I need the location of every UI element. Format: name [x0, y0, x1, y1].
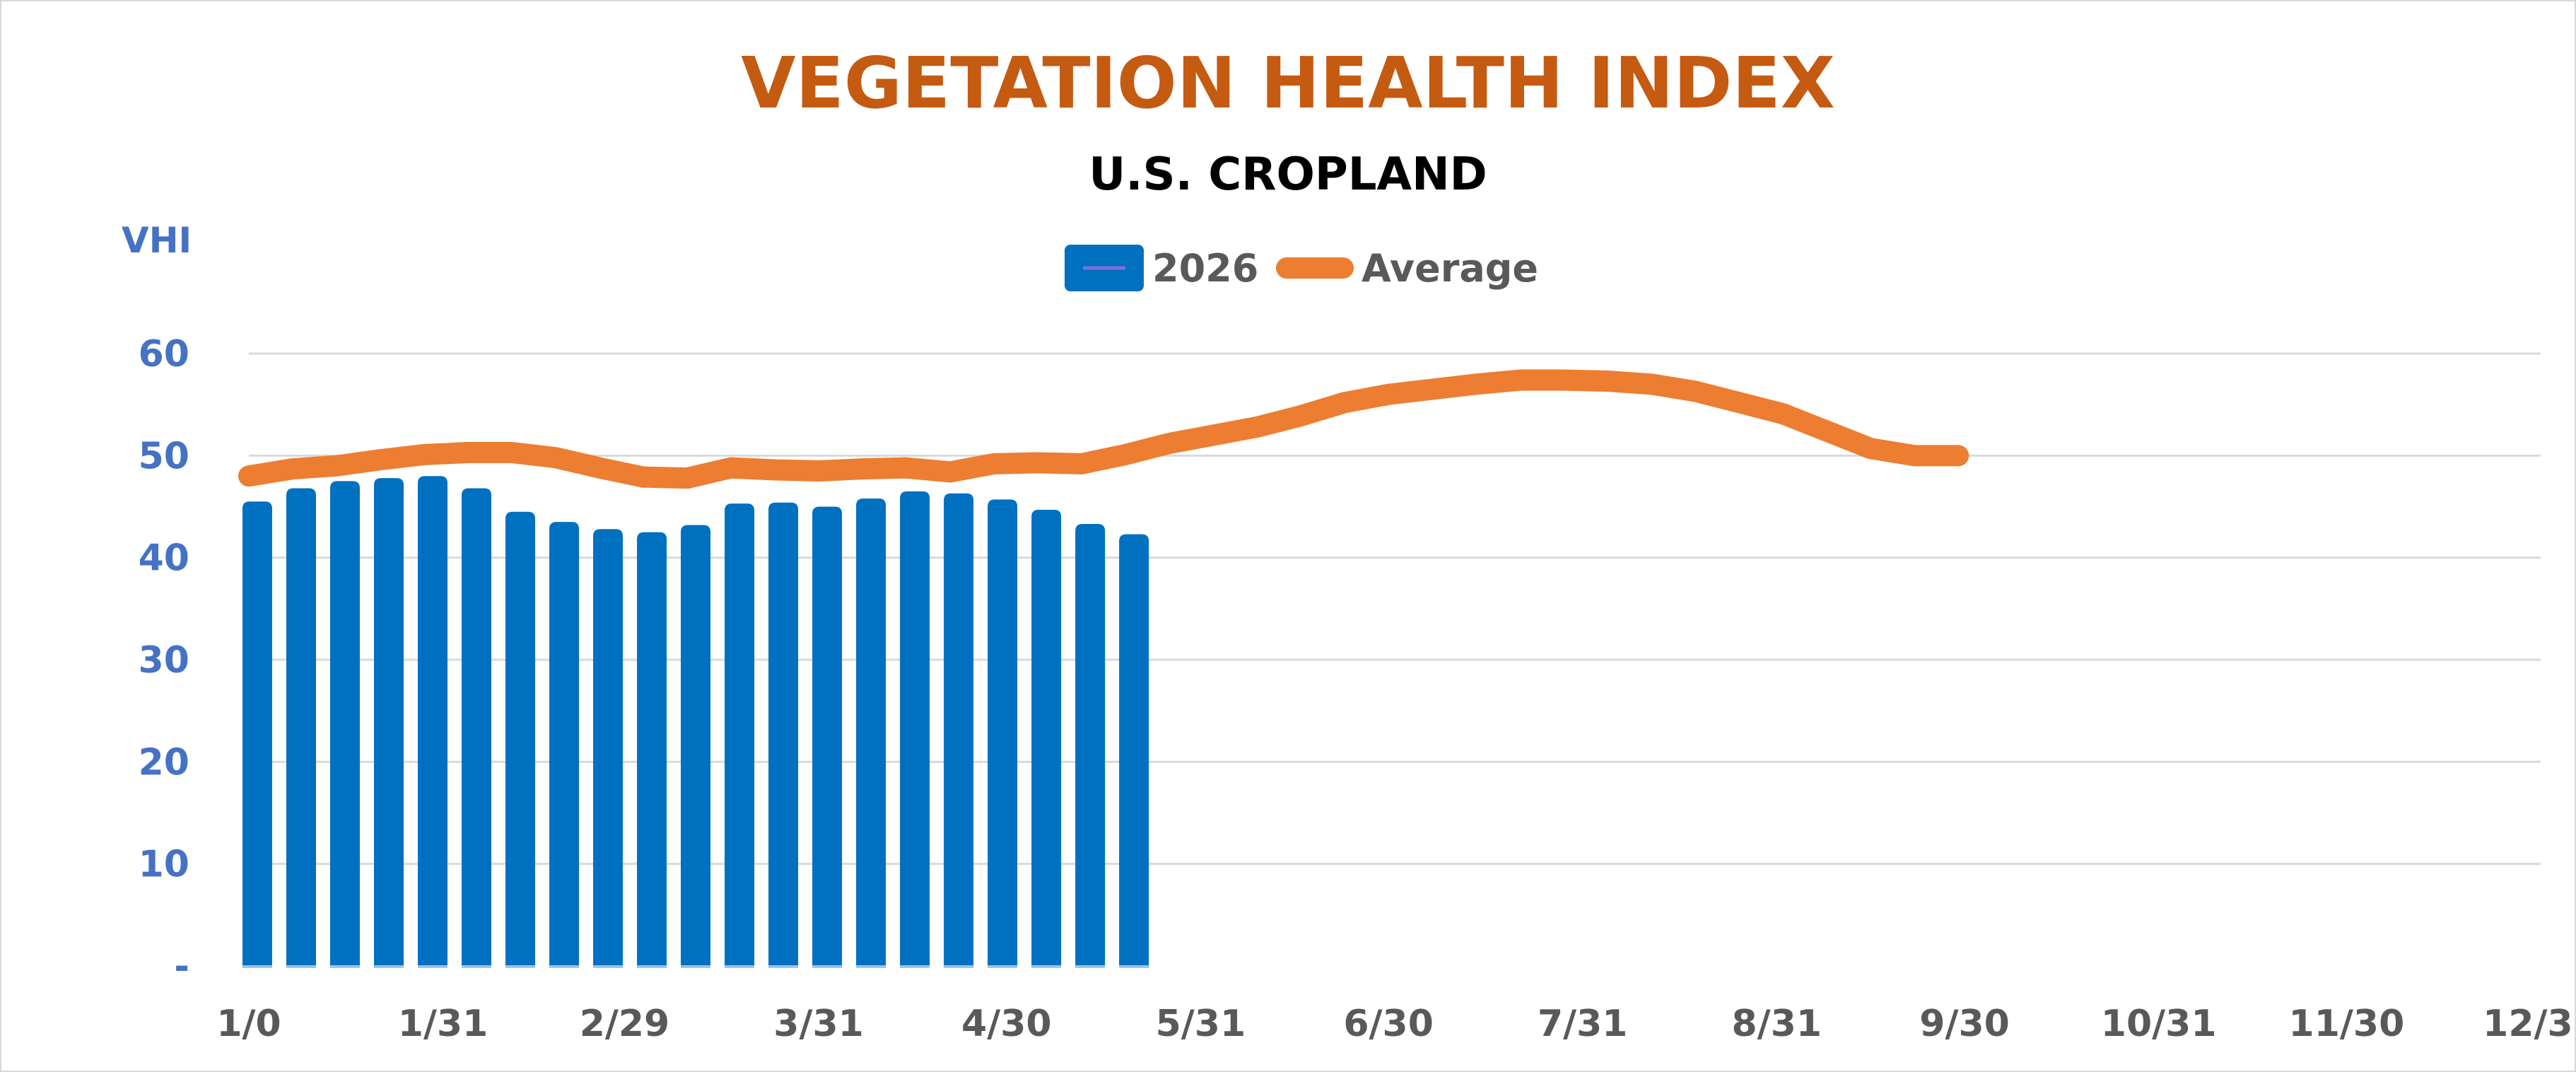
bar-2026: [988, 499, 1018, 966]
y-tick-label: 40: [139, 537, 189, 580]
bar-2026: [1119, 534, 1149, 966]
bar-2026: [1075, 524, 1106, 966]
x-tick-label: 4/30: [961, 1003, 1052, 1045]
y-tick-label: -: [174, 945, 189, 988]
x-tick-label: 1/0: [216, 1003, 281, 1045]
bar-2026: [242, 501, 272, 966]
bar-2026: [768, 502, 799, 966]
series-2026-bars: [242, 476, 1149, 968]
y-tick-label: 30: [139, 639, 189, 682]
bar-2026: [593, 529, 623, 966]
x-tick-label: 12/31: [2483, 1003, 2576, 1045]
y-axis-label: VHI: [122, 220, 192, 261]
legend-label-average: Average: [1362, 246, 1538, 291]
bar-2026: [505, 511, 536, 966]
y-tick-label: 50: [139, 435, 189, 477]
y-tick-label: 20: [139, 741, 189, 783]
legend: 2026 Average: [1065, 245, 1538, 291]
bar-2026: [725, 503, 755, 966]
bar-2026: [374, 478, 404, 966]
y-tick-label: 10: [139, 844, 189, 886]
bar-2026: [812, 506, 843, 966]
average-line: [238, 369, 1969, 489]
bar-2026: [418, 476, 448, 966]
bar-2026: [330, 481, 361, 966]
x-tick-label: 5/31: [1156, 1003, 1246, 1045]
bar-2026: [900, 491, 930, 966]
x-axis-ticks: 1/0 1/31 2/29 3/31 4/30 5/31 6/30 7/31 8/31 9/30 1…: [216, 1003, 2576, 1045]
bar-2026: [944, 493, 974, 966]
bar-2026: [681, 525, 711, 966]
bar-2026: [462, 488, 492, 966]
x-tick-label: 7/31: [1538, 1003, 1628, 1045]
bar-2026: [637, 532, 667, 966]
bar-2026: [856, 498, 886, 966]
gridlines: [249, 352, 2541, 866]
chart-title: VEGETATION HEALTH INDEX: [741, 42, 1835, 124]
chart-subtitle: U.S. CROPLAND: [1089, 148, 1487, 201]
bar-2026: [1031, 509, 1062, 966]
x-tick-label: 6/30: [1343, 1003, 1434, 1045]
x-tick-label: 9/30: [1919, 1003, 2010, 1045]
y-tick-label: 60: [139, 333, 189, 375]
x-tick-label: 2/29: [580, 1003, 670, 1045]
x-tick-label: 8/31: [1732, 1003, 1822, 1045]
y-axis-ticks: - 10 20 30 40 50 60: [139, 333, 189, 988]
x-tick-label: 10/31: [2101, 1003, 2217, 1045]
series-average-line: [238, 369, 1969, 489]
x-tick-label: 3/31: [773, 1003, 864, 1045]
x-tick-label: 1/31: [398, 1003, 488, 1045]
x-tick-label: 11/30: [2289, 1003, 2405, 1045]
bar-2026: [286, 488, 317, 966]
bar-2026: [549, 522, 580, 966]
legend-label-2026: 2026: [1152, 246, 1258, 291]
